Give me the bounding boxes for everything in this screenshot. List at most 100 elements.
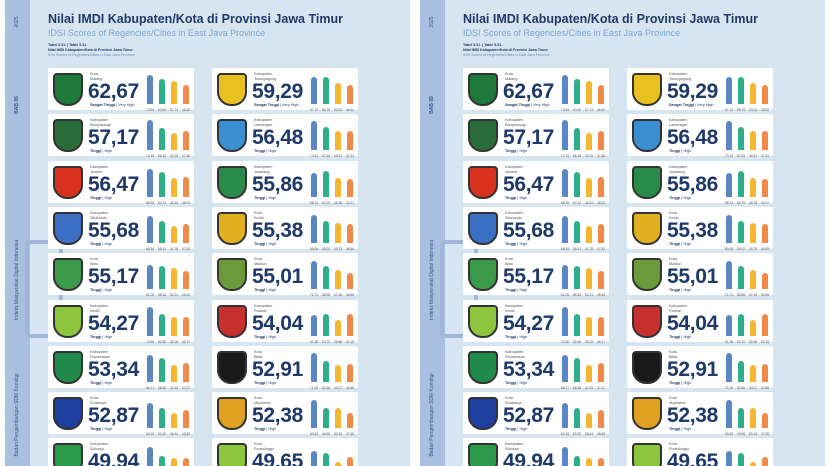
region-card: Kota Madiun 55,01 Tinggi | High 71.71 58.5… (627, 253, 773, 297)
imdi-score: 49,94 (503, 450, 555, 466)
pillar-bar (159, 171, 165, 197)
region-logo-icon (53, 165, 83, 199)
region-type: Kabupaten (90, 349, 109, 354)
region-name: Madiun (254, 262, 267, 267)
pillar-value: 47.31 (760, 154, 770, 159)
region-label: Kota Mojokerto (669, 396, 686, 406)
pillar-bar (183, 85, 189, 104)
pillar-bar (762, 179, 768, 197)
pillar-bars: 70.66 52.66 45.18 45.37 (559, 304, 607, 344)
region-type: Kabupaten (669, 118, 688, 123)
pillar-bar (598, 457, 604, 466)
pillar-bars: 70.66 52.66 45.18 45.37 (144, 304, 192, 344)
category-en: High (268, 195, 277, 200)
region-label: Kabupaten Pamekasan (90, 350, 110, 360)
page-subtitle: IDSI Scores of Regencies/Cities in East … (463, 28, 681, 38)
region-name: Tulungagung (254, 77, 277, 81)
region-logo-icon (53, 397, 83, 431)
region-label: Kota Kediri (669, 211, 679, 221)
pillar-bar (347, 131, 353, 151)
pillar-value: 46.52 (345, 108, 355, 112)
pillar-value: 42.97 (345, 200, 355, 205)
category-id: Sangat Tinggi (669, 103, 695, 107)
region-type: Kota (669, 210, 677, 215)
region-card: Kabupaten Jember 56,47 Tinggi | High 68.3… (463, 160, 609, 205)
category-id: Tinggi (90, 241, 102, 246)
region-type: Kabupaten (254, 303, 273, 308)
region-logo-icon (217, 211, 247, 245)
pillar-bar (323, 453, 329, 466)
category-label: Tinggi | High (254, 334, 277, 339)
region-type: Kota (90, 72, 98, 76)
pillar-value: 47.53 (596, 246, 606, 251)
imdi-score: 54,27 (503, 311, 555, 335)
imdi-score: 55,38 (667, 218, 719, 242)
category-id: Tinggi (505, 149, 517, 154)
side-org: Badan Pengembangan SDM Komdigi (429, 373, 435, 457)
pillar-bars: 73.32 57.93 49.51 47.31 (723, 118, 771, 158)
pillar-value: 41.78 (169, 246, 179, 251)
category-label: Tinggi | High (254, 195, 277, 200)
region-logo-icon (53, 258, 83, 292)
category-id: Tinggi (90, 334, 102, 339)
pillar-value: 41.93 (584, 385, 594, 390)
pillar-bar (323, 265, 329, 290)
imdi-score: 55,68 (503, 218, 555, 242)
category-label: Tinggi | High (90, 149, 113, 154)
pillar-value: 47.55 (596, 154, 606, 159)
pillar-bar (159, 265, 165, 290)
pillar-value: 68.39 (145, 200, 155, 205)
pillar-bar (171, 458, 177, 466)
imdi-score: 62,67 (88, 80, 140, 103)
pillar-value: 46.50 (181, 108, 191, 112)
pillar-bars: 51.38 53.70 39.58 54.15 (723, 304, 771, 344)
region-logo-icon (468, 258, 498, 292)
pillar-bars: 68.39 62.12 46.44 48.03 (559, 165, 607, 205)
pillar-value: 52.66 (736, 385, 746, 390)
pillar-bar (750, 462, 756, 466)
category-en: High (519, 380, 528, 385)
region-label: Kabupaten Banyuwangi (90, 118, 111, 128)
pillar-bars: 71.71 58.58 47.49 39.65 (308, 257, 356, 297)
imdi-score: 52,87 (503, 404, 555, 428)
pillar-bar (750, 82, 756, 104)
region-card: Kabupaten Tulungagung 59,29 Sangat Tinggi… (627, 68, 773, 112)
region-card: Kabupaten Tulungagung 59,29 Sangat Tinggi… (212, 68, 358, 112)
category-id: Tinggi (669, 149, 681, 154)
pillar-bar (726, 120, 732, 151)
pillar-bar (750, 408, 756, 429)
pillar-value: 49.51 (748, 154, 758, 159)
region-logo-icon (468, 165, 498, 199)
pillar-bars: 68.34 55.42 41.78 47.53 (144, 211, 192, 251)
category-id: Tinggi (254, 149, 266, 154)
category-label: Tinggi | High (254, 427, 277, 432)
pillar-value: 57.93 (321, 154, 331, 159)
pillar-value: 47.53 (181, 246, 191, 251)
category-en: High (104, 334, 113, 339)
pillar-bar (762, 363, 768, 382)
region-logo-icon (632, 443, 662, 466)
pillar-bar (562, 307, 568, 336)
pillar-bar (147, 355, 153, 382)
imdi-score: 52,38 (252, 404, 304, 428)
pillar-value: 58.22 (724, 200, 734, 205)
pillar-bar (750, 223, 756, 243)
page-header: Nilai IMDI Kabupaten/Kota di Provinsi Ja… (463, 12, 758, 58)
pillar-bar (726, 215, 732, 243)
region-name: Tulungagung (669, 77, 692, 81)
category-label: Tinggi | High (669, 380, 692, 385)
pillar-value: 45.18 (169, 339, 179, 344)
category-label: Sangat Tinggi | Very High (505, 103, 550, 107)
category-label: Sangat Tinggi | Very High (254, 103, 299, 107)
pillar-value: 53.03 (748, 108, 758, 112)
region-type: Kabupaten (90, 118, 109, 123)
category-id: Tinggi (90, 149, 102, 154)
pillar-bar (762, 85, 768, 104)
pillar-bar (738, 265, 744, 290)
imdi-score: 55,17 (503, 265, 555, 289)
region-label: Kabupaten Situbondo (505, 211, 523, 221)
region-label: Kabupaten Kediri (505, 304, 523, 314)
region-name: Batu (505, 262, 513, 267)
region-type: Kabupaten (90, 164, 109, 169)
category-label: Tinggi | High (254, 380, 277, 385)
